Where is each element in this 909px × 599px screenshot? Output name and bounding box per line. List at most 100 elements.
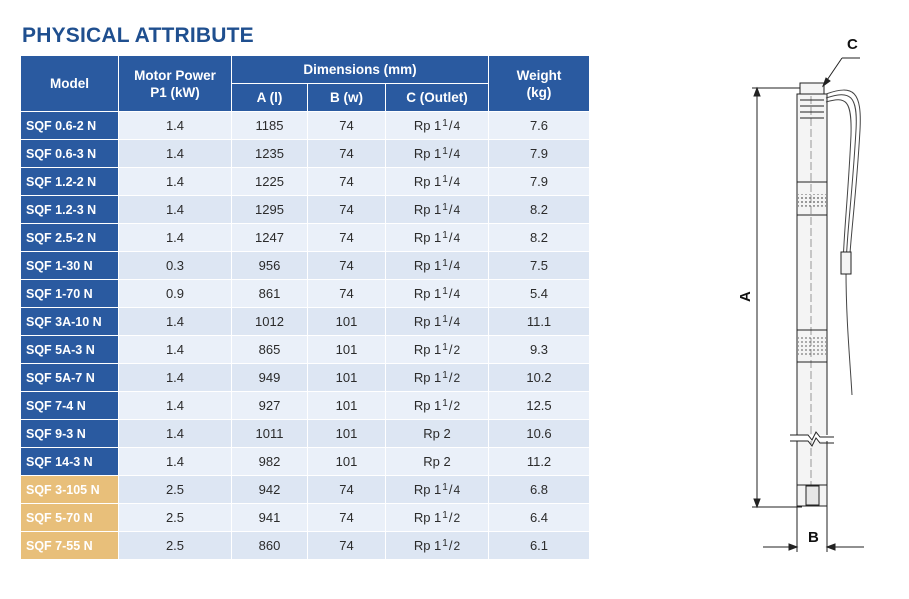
motor-power-cell: 1.4	[118, 447, 232, 476]
outlet-fraction-denominator: 4	[453, 203, 461, 217]
dim-c-cell: Rp 11/4	[385, 475, 489, 504]
weight-cell: 5.4	[488, 279, 590, 308]
header-motor-power-line2: P1 (kW)	[150, 84, 200, 100]
model-cell: SQF 0.6-3 N	[20, 139, 119, 168]
inlet-screen-lower	[798, 336, 826, 356]
outlet-base: Rp 1	[413, 230, 442, 245]
outlet-base: Rp 1	[413, 538, 442, 553]
table-row: SQF 0.6-2 N 1.4 1185 74 Rp 11/4 7.6	[20, 111, 590, 140]
dim-a-cell: 1235	[231, 139, 308, 168]
weight-cell: 12.5	[488, 391, 590, 420]
outlet-base: Rp 1	[413, 342, 442, 357]
model-cell: SQF 3-105 N	[20, 475, 119, 504]
outlet-fraction-numerator: 1	[442, 146, 448, 157]
model-cell: SQF 1-30 N	[20, 251, 119, 280]
dim-c-cell: Rp 11/2	[385, 335, 489, 364]
dim-c-cell: Rp 11/4	[385, 251, 489, 280]
outlet-fraction-denominator: 4	[453, 483, 461, 497]
motor-power-cell: 2.5	[118, 503, 232, 532]
dim-c-cell: Rp 11/4	[385, 195, 489, 224]
dim-b-cell: 101	[307, 391, 386, 420]
motor-power-cell: 0.3	[118, 251, 232, 280]
dim-c-cell: Rp 11/4	[385, 139, 489, 168]
outlet-fraction-numerator: 1	[442, 314, 448, 325]
dim-c-cell: Rp 11/4	[385, 111, 489, 140]
table-row: SQF 3A-10 N 1.4 1012 101 Rp 11/4 11.1	[20, 307, 590, 336]
dim-c-cell: Rp 11/2	[385, 503, 489, 532]
outlet-base: Rp 1	[413, 174, 442, 189]
model-cell: SQF 7-4 N	[20, 391, 119, 420]
dim-c-cell: Rp 2	[385, 419, 489, 448]
pump-diagram: A B C	[737, 36, 864, 552]
dim-a-cell: 1011	[231, 419, 308, 448]
table-row: SQF 0.6-3 N 1.4 1235 74 Rp 11/4 7.9	[20, 139, 590, 168]
pump-outlet	[799, 82, 825, 95]
motor-power-cell: 1.4	[118, 363, 232, 392]
spec-table-body: SQF 0.6-2 N 1.4 1185 74 Rp 11/4 7.6 SQF 0.6-3 …	[20, 111, 590, 560]
dim-a-cell: 1247	[231, 223, 308, 252]
motor-power-cell: 1.4	[118, 195, 232, 224]
outlet-base: Rp 1	[413, 202, 442, 217]
model-cell: SQF 3A-10 N	[20, 307, 119, 336]
outlet-fraction-numerator: 1	[442, 230, 448, 241]
header-a: A (l)	[231, 83, 308, 112]
model-cell: SQF 5A-3 N	[20, 335, 119, 364]
dim-c-cell: Rp 11/2	[385, 391, 489, 420]
dim-b-cell: 101	[307, 447, 386, 476]
outlet-fraction-denominator: 4	[453, 119, 461, 133]
outlet-fraction-numerator: 1	[442, 174, 448, 185]
header-motor-power-line1: Motor Power	[134, 67, 216, 83]
dim-b-cell: 74	[307, 251, 386, 280]
motor-power-cell: 1.4	[118, 111, 232, 140]
motor-power-cell: 2.5	[118, 531, 232, 560]
model-cell: SQF 9-3 N	[20, 419, 119, 448]
table-row: SQF 1.2-3 N 1.4 1295 74 Rp 11/4 8.2	[20, 195, 590, 224]
outlet-base: Rp 1	[413, 118, 442, 133]
weight-cell: 11.1	[488, 307, 590, 336]
table-row: SQF 7-4 N 1.4 927 101 Rp 11/2 12.5	[20, 391, 590, 420]
outlet-fraction-denominator: 4	[453, 175, 461, 189]
motor-power-cell: 1.4	[118, 167, 232, 196]
weight-cell: 7.9	[488, 139, 590, 168]
model-cell: SQF 5A-7 N	[20, 363, 119, 392]
outlet-base: Rp 1	[413, 370, 442, 385]
outlet-fraction-denominator: 2	[453, 539, 461, 553]
header-weight-line2: (kg)	[526, 84, 552, 100]
outlet-fraction-denominator: 4	[453, 259, 461, 273]
outlet-base: Rp 1	[413, 510, 442, 525]
outlet-fraction-numerator: 1	[442, 398, 448, 409]
dim-a-arrow-bottom	[753, 498, 761, 509]
dim-b-cell: 101	[307, 419, 386, 448]
outlet-base: Rp 1	[413, 286, 442, 301]
pump-base	[805, 485, 820, 506]
table-row: SQF 2.5-2 N 1.4 1247 74 Rp 11/4 8.2	[20, 223, 590, 252]
dim-a-cell: 860	[231, 531, 308, 560]
dim-a-cell: 942	[231, 475, 308, 504]
header-dimensions: Dimensions (mm)	[231, 55, 489, 84]
header-b: B (w)	[307, 83, 386, 112]
motor-power-cell: 0.9	[118, 279, 232, 308]
motor-power-cell: 1.4	[118, 391, 232, 420]
dim-a-arrow-top	[753, 86, 761, 97]
outlet-fraction-numerator: 1	[442, 510, 448, 521]
table-row: SQF 7-55 N 2.5 860 74 Rp 11/2 6.1	[20, 531, 590, 560]
outlet-fraction-numerator: 1	[442, 202, 448, 213]
outlet-fraction-denominator: 2	[453, 343, 461, 357]
weight-cell: 7.6	[488, 111, 590, 140]
outlet-base: Rp 1	[413, 482, 442, 497]
motor-power-cell: 1.4	[118, 307, 232, 336]
dim-c-cell: Rp 11/2	[385, 531, 489, 560]
dim-a-cell: 927	[231, 391, 308, 420]
model-cell: SQF 5-70 N	[20, 503, 119, 532]
pump-body	[796, 93, 828, 507]
dim-b-cell: 74	[307, 279, 386, 308]
weight-cell: 11.2	[488, 447, 590, 476]
motor-power-cell: 1.4	[118, 223, 232, 252]
dim-a-cell: 956	[231, 251, 308, 280]
motor-power-cell: 1.4	[118, 139, 232, 168]
model-cell: SQF 1.2-3 N	[20, 195, 119, 224]
outlet-base: Rp 2	[423, 454, 451, 469]
dim-c-label: C	[847, 36, 858, 53]
weight-cell: 10.2	[488, 363, 590, 392]
table-row: SQF 9-3 N 1.4 1011 101 Rp 2 10.6	[20, 419, 590, 448]
